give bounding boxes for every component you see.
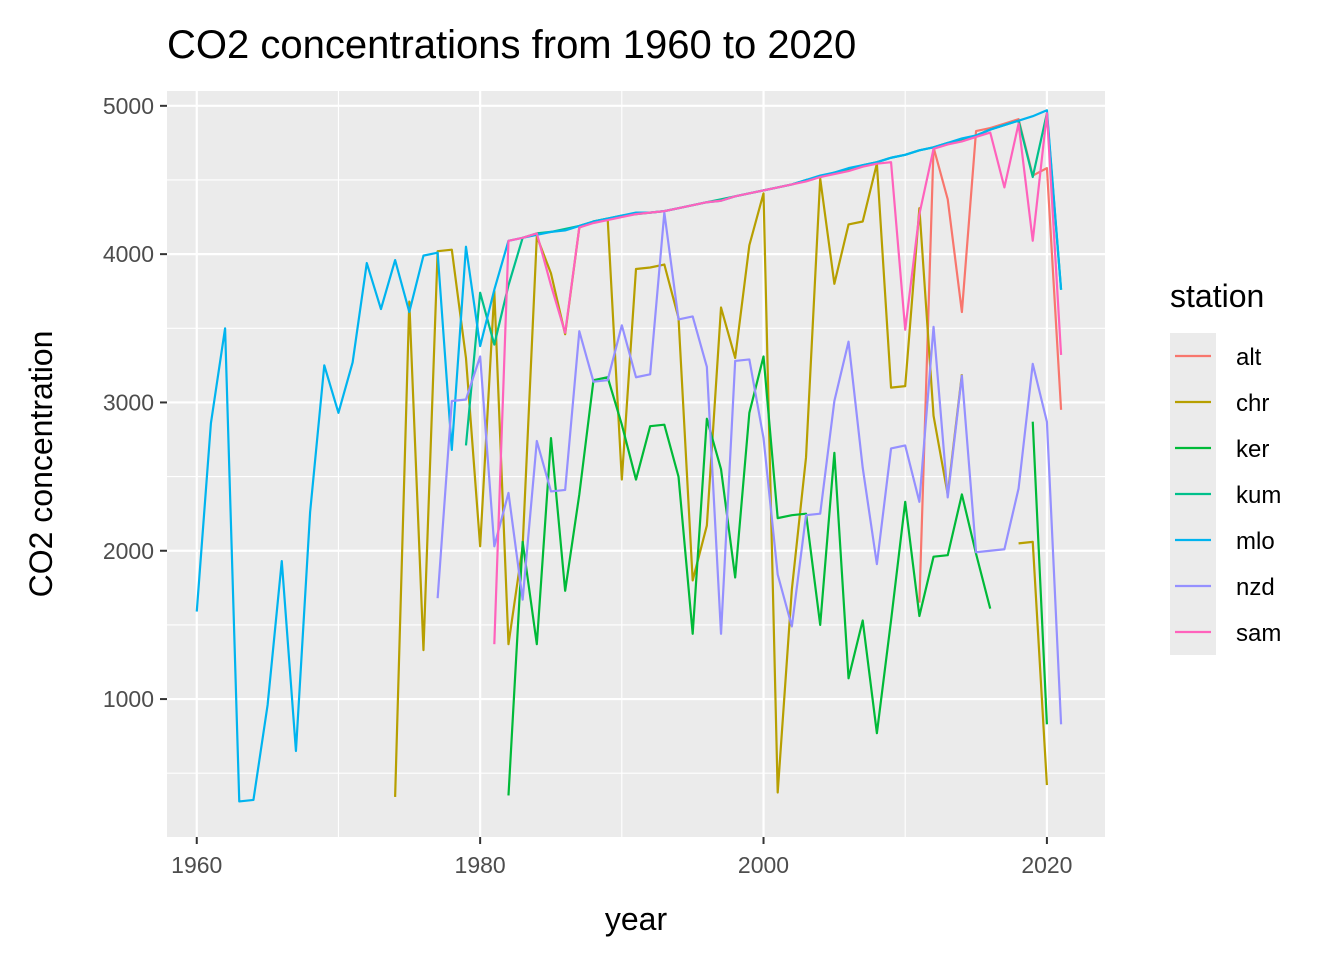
y-tick-label: 3000 — [103, 389, 154, 415]
x-tick-label: 2020 — [1021, 852, 1072, 878]
legend-label-chr: chr — [1236, 390, 1269, 417]
y-tick-label: 2000 — [103, 538, 154, 564]
y-tick-label: 5000 — [103, 93, 154, 119]
x-tick-label: 1980 — [455, 852, 506, 878]
series-line-sam — [493, 112, 1063, 645]
legend-label-alt: alt — [1236, 344, 1262, 371]
series-line-alt — [918, 118, 1063, 603]
y-axis: 1000 2000 3000 4000 5000 — [103, 93, 167, 712]
plot-panel — [167, 91, 1105, 837]
series-line-nzd — [436, 211, 1063, 725]
legend-title: station — [1170, 278, 1264, 314]
y-axis-title: CO2 concentration — [23, 331, 59, 598]
series-line-ker — [507, 355, 1049, 796]
series-line-mlo — [195, 109, 1063, 803]
legend-label-mlo: mlo — [1236, 528, 1275, 555]
x-tick-label: 2000 — [738, 852, 789, 878]
legend: station alt chr ker kum mlo nzd sam — [1170, 278, 1281, 655]
y-tick-label: 1000 — [103, 686, 154, 712]
x-tick-label: 1960 — [171, 852, 222, 878]
legend-label-ker: ker — [1236, 436, 1269, 463]
series-lines — [195, 109, 1063, 803]
legend-label-nzd: nzd — [1236, 574, 1275, 601]
legend-label-kum: kum — [1236, 482, 1281, 509]
x-axis-title: year — [605, 901, 668, 937]
x-axis: 1960 1980 2000 2020 — [171, 837, 1072, 878]
chart-title: CO2 concentrations from 1960 to 2020 — [167, 23, 856, 67]
y-tick-label: 4000 — [103, 241, 154, 267]
legend-label-sam: sam — [1236, 620, 1281, 647]
